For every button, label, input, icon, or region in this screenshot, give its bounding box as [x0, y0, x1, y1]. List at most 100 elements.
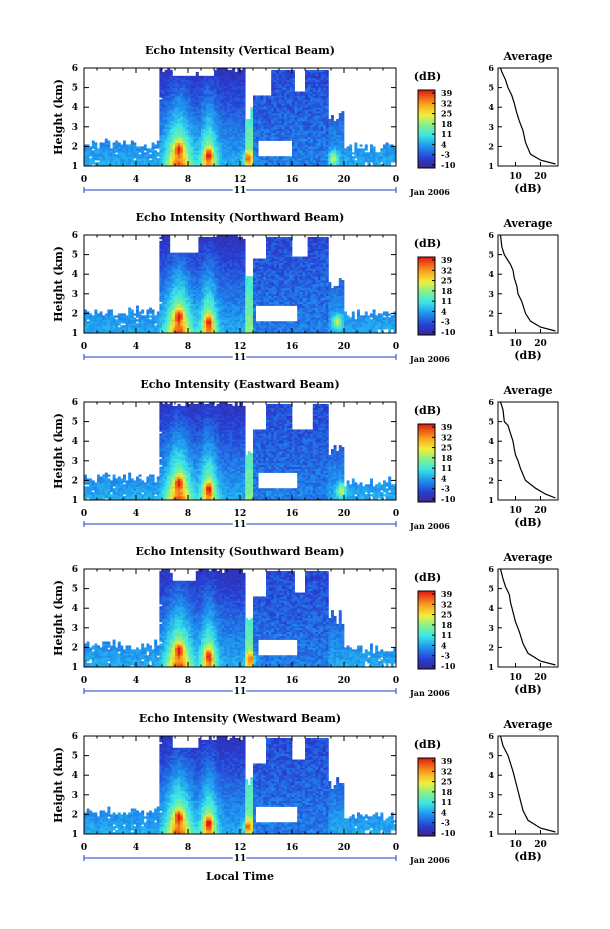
heatmap-cell: [380, 148, 383, 150]
heatmap-cell: [206, 76, 209, 78]
heatmap-cell: [269, 156, 272, 158]
heatmap-cell: [295, 92, 298, 94]
average-y-tick-label: 5: [488, 83, 494, 93]
heatmap-cell: [149, 148, 152, 150]
heatmap-cell: [118, 327, 121, 329]
heatmap-cell: [102, 142, 105, 144]
heatmap-cell: [191, 76, 194, 78]
x-tick-label: 16: [286, 175, 299, 185]
heatmap-cell: [328, 119, 331, 121]
heatmap-cell: [354, 142, 357, 144]
heatmap-cell: [282, 156, 285, 158]
heatmap-cell: [271, 70, 274, 72]
heatmap-cell: [287, 70, 290, 72]
heatmap-cell: [276, 156, 279, 158]
heatmap-cell: [339, 113, 342, 115]
heatmap-cell: [289, 156, 292, 158]
heatmap-cell: [149, 160, 152, 162]
heatmap-cell: [87, 321, 90, 323]
heatmap-cell: [258, 95, 261, 97]
heatmap-cell: [378, 152, 381, 154]
heatmap-cell: [94, 309, 97, 311]
heatmap-cell: [266, 156, 269, 158]
heatmap-cell: [347, 146, 350, 148]
heatmap-cell: [331, 115, 334, 117]
heatmap-cell: [365, 152, 368, 154]
heatmap-cell: [141, 146, 144, 148]
heatmap-cell: [341, 111, 344, 113]
heatmap-cell: [334, 121, 337, 123]
heatmap-cell: [253, 95, 256, 97]
average-y-tick-label: 3: [488, 122, 494, 132]
heatmap-cell: [94, 142, 97, 144]
heatmap-cell: [284, 70, 287, 72]
heatmap-cell: [349, 144, 352, 146]
x-tick-label: 12: [234, 175, 247, 185]
heatmap-cell: [110, 309, 113, 311]
x-tick-label: 20: [338, 175, 351, 185]
heatmap-cell: [308, 70, 311, 72]
heatmap-cell: [115, 154, 118, 156]
x-tick-label: 0: [81, 175, 87, 185]
heatmap-cell: [154, 144, 157, 146]
heatmap-cell: [383, 144, 386, 146]
heatmap-cell: [362, 148, 365, 150]
heatmap-cell: [360, 148, 363, 150]
heatmap-cell: [131, 141, 134, 143]
heatmap-cell: [97, 148, 100, 150]
heatmap-cell: [245, 119, 248, 121]
heatmap-cell: [89, 158, 92, 160]
heatmap-cell: [352, 156, 355, 158]
heatmap-cell: [386, 142, 389, 144]
heatmap-cell: [113, 142, 116, 144]
heatmap-cell: [373, 146, 376, 148]
heatmap-cell: [159, 99, 162, 101]
heatmap-cell: [196, 72, 199, 74]
heatmap-cell: [100, 142, 103, 144]
heatmap-cell: [344, 148, 347, 150]
heatmap-cell: [107, 309, 110, 311]
average-profile-line: [501, 68, 556, 164]
heatmap-cell: [97, 313, 100, 315]
heatmap-cell: [388, 144, 391, 146]
colorbar-tick-label: 32: [441, 98, 452, 108]
heatmap-cell: [123, 141, 126, 143]
colorbar-tick-label: 25: [441, 109, 452, 119]
heatmap-cell: [118, 142, 121, 144]
day-label: 11: [234, 186, 247, 196]
heatmap-cell: [269, 95, 272, 97]
heatmap-cell: [204, 76, 207, 78]
heatmap-cell: [157, 158, 160, 160]
date-label: Jan 2006: [409, 187, 450, 197]
heatmap-cell: [120, 144, 123, 146]
heatmap-cell: [144, 144, 147, 146]
heatmap-cell: [162, 72, 165, 74]
heatmap-cell: [250, 107, 253, 109]
heatmap-cell: [170, 70, 173, 72]
colorbar-tick-label: 11: [441, 129, 452, 139]
average-x-tick-label: 20: [534, 172, 547, 182]
heatmap-cell: [365, 144, 368, 146]
y-tick-label: 1: [72, 162, 78, 172]
heatmap-cell: [149, 154, 152, 156]
heatmap-cell: [360, 144, 363, 146]
heatmap-cell: [321, 70, 324, 72]
heatmap-cell: [302, 92, 305, 94]
heatmap-cell: [266, 95, 269, 97]
heatmap-cell: [235, 72, 238, 74]
heatmap-cell: [105, 139, 108, 141]
y-tick-label: 2: [72, 142, 78, 152]
heatmap-cell: [209, 76, 212, 78]
colorbar-tick-label: 18: [441, 119, 453, 129]
average-x-tick-label: 10: [509, 172, 522, 182]
average-title: Average: [502, 50, 552, 63]
average-y-tick-label: 2: [488, 141, 494, 151]
heatmap-cell: [105, 313, 108, 315]
heatmap-cell: [370, 144, 373, 146]
heatmap-cell: [100, 311, 103, 313]
heatmap-cell: [263, 95, 266, 97]
heatmap-cell: [336, 119, 339, 121]
heatmap-cell: [274, 70, 277, 72]
heatmap-cell: [175, 76, 178, 78]
y-tick-label: 3: [72, 123, 78, 133]
